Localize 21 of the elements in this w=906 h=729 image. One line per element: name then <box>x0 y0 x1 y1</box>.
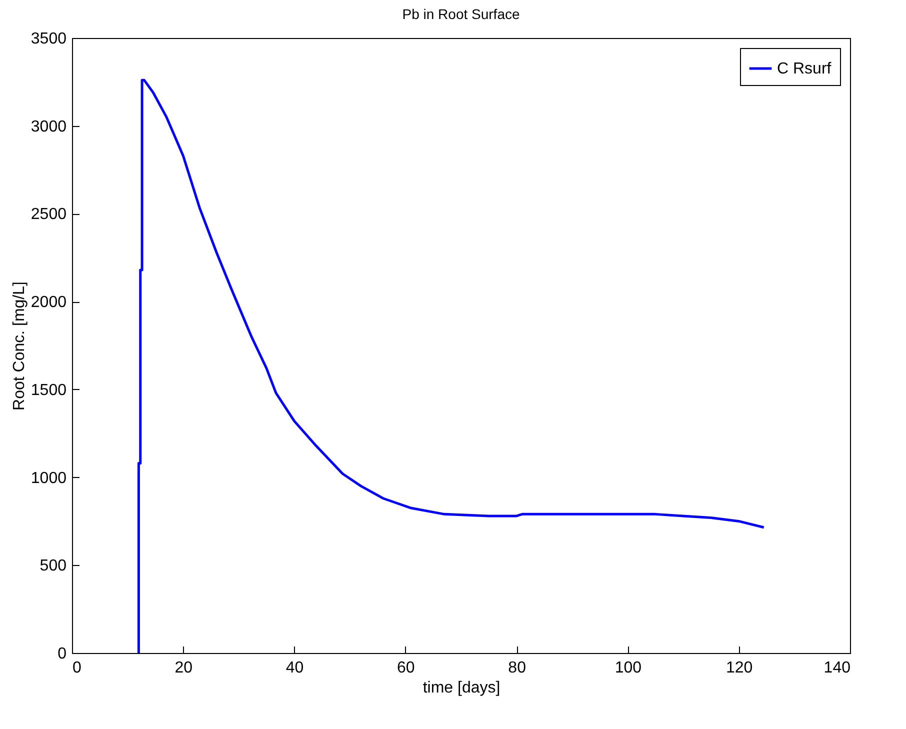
x-tick-label: 120 <box>726 660 753 676</box>
chart-title: Pb in Root Surface <box>402 6 520 22</box>
x-axis-title: time [days] <box>422 680 500 696</box>
y-tick-label: 3500 <box>30 30 67 48</box>
y-tick-label: 2500 <box>30 206 67 224</box>
y-tick-label: 500 <box>40 558 67 575</box>
y-tick-label: 3000 <box>30 118 67 136</box>
y-axis-title: Root Conc. [mg/L] <box>10 282 28 410</box>
y-tick-label: 1500 <box>30 382 67 399</box>
x-tick-label: 100 <box>614 660 642 676</box>
y-tick-label: 1000 <box>30 470 67 487</box>
legend-label: C Rsurf <box>777 60 832 78</box>
x-tick-label: 40 <box>286 660 304 676</box>
x-tick-label: 140 <box>824 660 851 676</box>
line-series <box>137 78 766 654</box>
x-tick-label: 0 <box>72 660 82 676</box>
y-tick-label: 2000 <box>30 294 67 312</box>
x-tick-label: 80 <box>508 660 526 676</box>
x-tick-label: 60 <box>397 660 415 676</box>
x-tick-label: 20 <box>174 660 193 676</box>
y-tick-label: 0 <box>58 646 67 662</box>
